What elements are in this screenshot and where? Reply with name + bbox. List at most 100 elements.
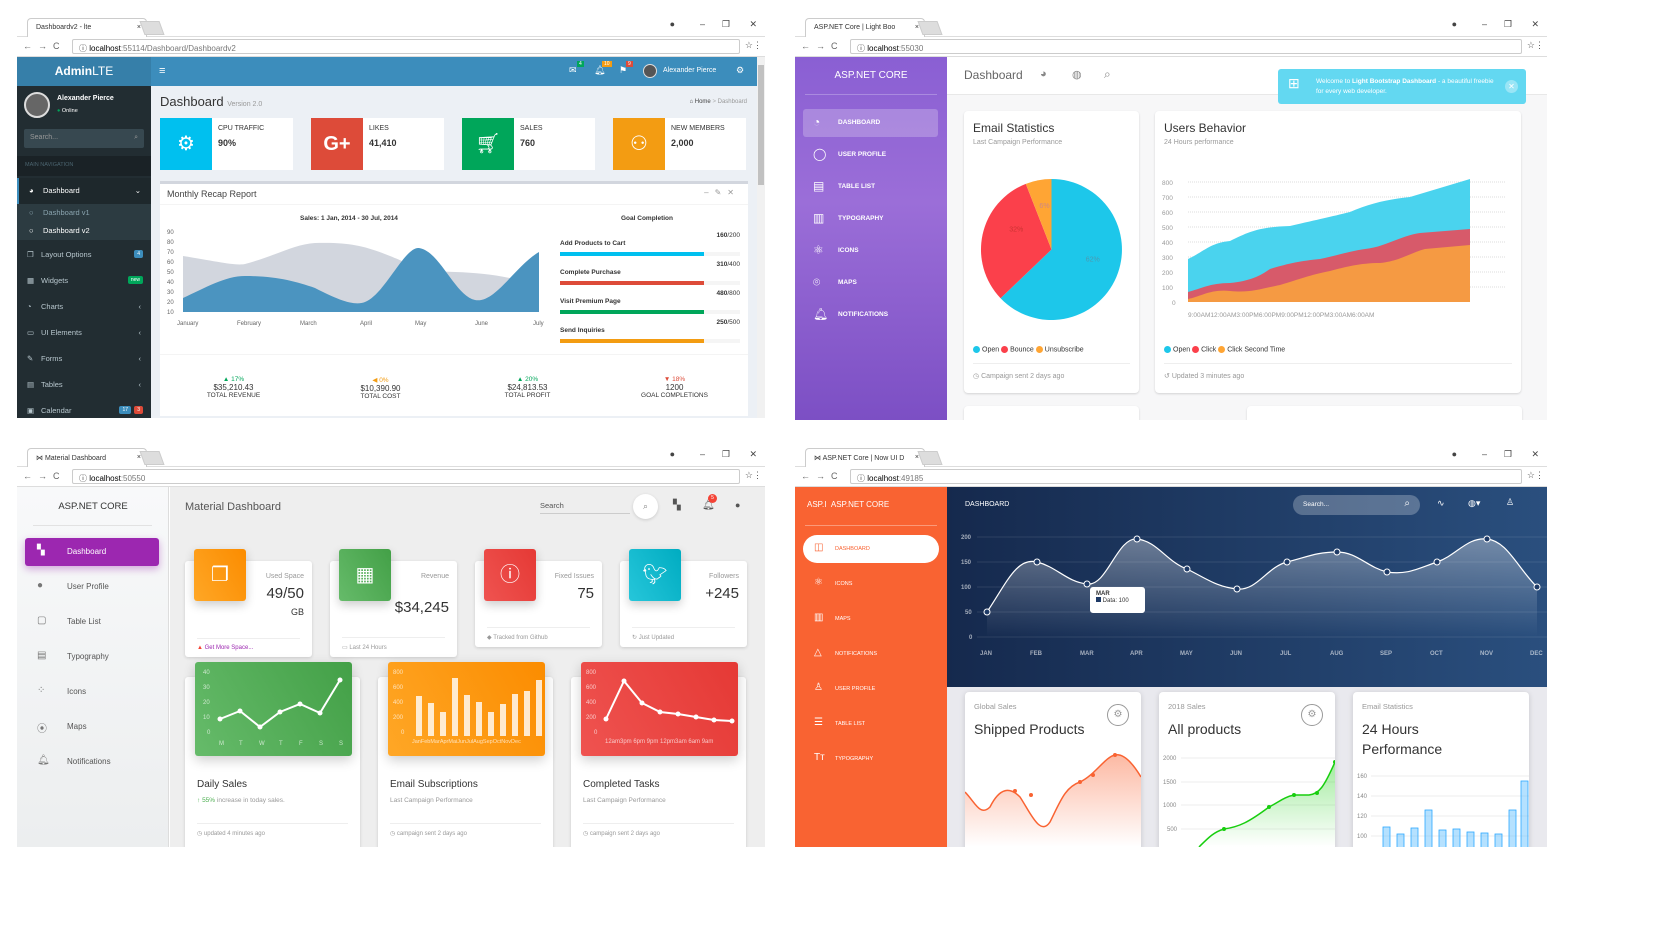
close-tab-icon[interactable]: ×: [914, 24, 919, 31]
minimize-icon[interactable]: –: [699, 449, 705, 459]
search-button[interactable]: ⌕: [633, 494, 658, 519]
browser-tab[interactable]: Dashboardv2 - lte ×: [27, 18, 147, 37]
sidebar-item-calendar[interactable]: ▣ Calendar 17 3: [17, 398, 151, 418]
settings-button[interactable]: ⚙: [1301, 704, 1323, 726]
profile-icon[interactable]: ●: [669, 19, 675, 29]
hamburger-icon[interactable]: ≡: [159, 65, 166, 77]
app-logo[interactable]: ASP.NET CORE: [805, 57, 937, 95]
app-logo[interactable]: ASP.I ASP.NET CORE: [807, 500, 890, 509]
restore-icon[interactable]: ❐: [1503, 19, 1512, 29]
browser-menu-icon[interactable]: ⋮: [1535, 470, 1544, 480]
app-logo[interactable]: AdminLTE: [17, 57, 151, 86]
browser-tab[interactable]: ASP.NET Core | Light Boo ×: [805, 18, 925, 37]
sidebar-item-icons[interactable]: ⚛ ICONS: [814, 577, 853, 588]
navbar-title[interactable]: Material Dashboard: [185, 501, 281, 513]
close-window-icon[interactable]: ✕: [749, 449, 757, 459]
minimize-icon[interactable]: –: [1481, 19, 1487, 29]
sidebar-item-user-profile[interactable]: ◯ USER PROFILE: [813, 147, 887, 161]
navbar-title[interactable]: Dashboard: [964, 68, 1023, 82]
restore-icon[interactable]: ❐: [721, 19, 730, 29]
new-tab-button[interactable]: [917, 21, 943, 35]
sidebar-item-icons[interactable]: ⁘ Icons: [37, 685, 87, 696]
sidebar-item-typography[interactable]: ▤ Typography: [37, 650, 109, 661]
sidebar-item-dashboard-v1[interactable]: ○ Dashboard v1: [17, 204, 151, 222]
sidebar-item-icons[interactable]: ⚛ ICONS: [813, 243, 859, 257]
bookmark-star-icon[interactable]: ☆: [744, 470, 753, 480]
app-logo[interactable]: ASP.NET CORE: [58, 501, 128, 512]
dashboard-icon[interactable]: ▚: [673, 500, 681, 511]
avatar[interactable]: [643, 64, 657, 78]
search-icon[interactable]: ⌕: [134, 134, 138, 141]
sidebar-item-tables[interactable]: ▤ Tables ‹: [27, 380, 141, 389]
close-window-icon[interactable]: ✕: [1531, 19, 1539, 29]
close-alert-button[interactable]: ✕: [1505, 80, 1518, 93]
sidebar-item-notifications[interactable]: 🔔︎ NOTIFICATIONS: [813, 307, 889, 321]
url-field[interactable]: ⓘ localhost:50550: [72, 469, 740, 484]
sidebar-item-user-profile[interactable]: ● User Profile: [37, 580, 109, 591]
envelope-icon[interactable]: ✉: [569, 65, 577, 75]
profile-icon[interactable]: ●: [1451, 19, 1457, 29]
minimize-icon[interactable]: –: [699, 19, 705, 29]
browser-menu-icon[interactable]: ⋮: [753, 40, 762, 50]
close-tab-icon[interactable]: ×: [914, 454, 919, 461]
sidebar-item-table-list[interactable]: ▢ Table List: [37, 615, 101, 626]
navbar-title[interactable]: DASHBOARD: [965, 501, 1010, 508]
nav-buttons[interactable]: ←→C: [23, 41, 66, 51]
sidebar-item-user-profile[interactable]: ♙ USER PROFILE: [814, 682, 876, 693]
url-field[interactable]: ⓘ localhost:55030: [850, 39, 1522, 54]
browser-tab[interactable]: ⋈ ASP.NET Core | Now UI D ×: [805, 448, 925, 467]
sidebar-search-input[interactable]: Search... ⌕: [24, 129, 144, 148]
nav-buttons[interactable]: ←→C: [801, 41, 844, 51]
sidebar-item-dashboard[interactable]: ◔ DASHBOARD: [803, 109, 938, 137]
search-icon[interactable]: ⌕: [1404, 498, 1410, 509]
bookmark-star-icon[interactable]: ☆: [744, 40, 753, 50]
new-tab-button[interactable]: [139, 451, 165, 465]
pulse-icon[interactable]: ∿: [1437, 498, 1445, 508]
browser-menu-icon[interactable]: ⋮: [753, 470, 762, 480]
globe-icon[interactable]: ◍▾: [1468, 498, 1481, 508]
minimize-icon[interactable]: –: [1481, 449, 1487, 459]
sidebar-item-widgets[interactable]: ▦ Widgets new: [17, 268, 151, 294]
sidebar-item-maps[interactable]: ⦿ Maps: [37, 722, 87, 735]
close-tab-icon[interactable]: ×: [136, 454, 141, 461]
sidebar-item-typography[interactable]: ▥ TYPOGRAPHY: [813, 211, 884, 225]
restore-icon[interactable]: ❐: [1503, 449, 1512, 459]
sidebar-item-ui-elements[interactable]: ▭ UI Elements ‹: [27, 328, 141, 337]
close-window-icon[interactable]: ✕: [749, 19, 757, 29]
browser-menu-icon[interactable]: ⋮: [1535, 40, 1544, 50]
user-menu-name[interactable]: Alexander Pierce: [663, 67, 717, 74]
settings-button[interactable]: ⚙: [1107, 704, 1129, 726]
sidebar-item-notifications[interactable]: △ NOTIFICATIONS: [814, 647, 878, 658]
new-tab-button[interactable]: [139, 21, 165, 35]
new-tab-button[interactable]: [917, 451, 943, 465]
bookmark-star-icon[interactable]: ☆: [1526, 470, 1535, 480]
sidebar-item-maps[interactable]: ⌾ MAPS: [813, 275, 857, 289]
sidebar-item-forms[interactable]: ✎ Forms ‹: [27, 354, 141, 363]
person-icon[interactable]: ●: [735, 500, 741, 510]
search-input[interactable]: Search... ⌕: [1293, 495, 1420, 515]
search-icon[interactable]: ⌕: [1104, 67, 1111, 81]
notifications-icon[interactable]: 🔔︎: [702, 500, 715, 511]
profile-icon[interactable]: ●: [669, 449, 675, 459]
nav-buttons[interactable]: ←→C: [23, 471, 66, 481]
bookmark-star-icon[interactable]: ☆: [1526, 40, 1535, 50]
search-input[interactable]: Search: [540, 501, 630, 514]
sidebar-item-notifications[interactable]: 🔔︎ Notifications: [37, 755, 111, 766]
sidebar-item-maps[interactable]: ▥ MAPS: [814, 612, 851, 623]
sidebar-item-dashboard[interactable]: ◕ Dashboard ⌄: [17, 178, 151, 204]
url-field[interactable]: ⓘ localhost:55114/Dashboard/Dashboardv2: [72, 39, 740, 54]
profile-icon[interactable]: ●: [1451, 449, 1457, 459]
panel-tools[interactable]: –✎✕: [704, 188, 740, 197]
sidebar-item-layout-options[interactable]: ❐ Layout Options 4: [17, 242, 151, 268]
user-icon[interactable]: ♙: [1506, 497, 1515, 507]
scrollbar[interactable]: [757, 57, 765, 418]
sidebar-item-table-list[interactable]: ☰ TABLE LIST: [814, 717, 866, 728]
gears-icon[interactable]: ⚙: [736, 65, 745, 75]
flag-icon[interactable]: ⚑: [619, 65, 628, 75]
bell-icon[interactable]: 🔔︎: [594, 65, 606, 75]
browser-tab[interactable]: ⋈ Material Dashboard ×: [27, 448, 147, 467]
globe-icon[interactable]: ◍: [1072, 69, 1082, 81]
sidebar-item-charts[interactable]: ◔ Charts ‹: [27, 302, 141, 311]
nav-buttons[interactable]: ←→C: [801, 471, 844, 481]
sidebar-item-typography[interactable]: Tт TYPOGRAPHY: [814, 752, 874, 763]
